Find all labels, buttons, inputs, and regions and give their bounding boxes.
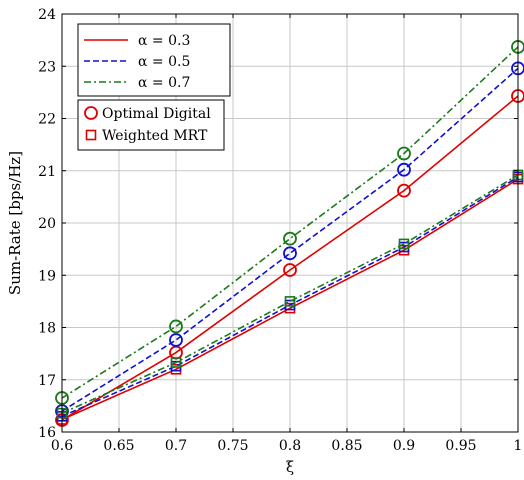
legend-marker-circle <box>84 106 98 120</box>
x-tick-label: 0.75 <box>217 438 248 454</box>
data-point-circle <box>283 231 297 246</box>
data-point-circle <box>169 333 183 347</box>
y-tick-label: 19 <box>38 268 56 284</box>
data-point-square <box>398 238 410 250</box>
series-line <box>61 174 519 414</box>
y-tick-label: 21 <box>38 164 56 180</box>
legend-label: Optimal Digital <box>102 106 211 122</box>
legend-method: Optimal Digital Weighted MRT <box>77 99 225 151</box>
y-tick-label: 18 <box>38 321 56 337</box>
legend-label: Weighted MRT <box>102 128 208 144</box>
y-tick-label: 20 <box>38 216 56 232</box>
series-line <box>61 176 519 418</box>
y-tick-label: 22 <box>38 112 56 128</box>
data-point-circle <box>169 319 183 334</box>
x-tick-label: 0.9 <box>393 438 415 454</box>
series-line <box>61 178 519 421</box>
legend-label: α = 0.3 <box>138 33 190 49</box>
x-tick-label: 0.8 <box>279 438 301 454</box>
legend-label: α = 0.7 <box>138 75 190 91</box>
legend-box <box>77 99 225 151</box>
x-axis-label: ξ <box>286 458 294 476</box>
x-tick-label: 0.85 <box>331 438 362 454</box>
legend-marker-square <box>85 129 97 141</box>
data-point-square <box>284 296 296 307</box>
x-tick-label: 0.6 <box>51 438 73 454</box>
data-point-circle <box>397 183 411 198</box>
x-tick-label: 0.65 <box>103 438 134 454</box>
y-tick-label: 17 <box>38 373 56 389</box>
y-tick-label: 24 <box>38 7 56 23</box>
data-point-circle <box>397 146 411 161</box>
data-point-circle <box>283 263 297 277</box>
series-line <box>61 67 519 412</box>
y-tick-label: 23 <box>38 59 56 75</box>
x-tick-label: 0.95 <box>445 438 476 454</box>
x-tick-label: 1 <box>514 438 523 454</box>
axis-ticks: 0.6 0.65 0.7 0.75 0.8 0.85 0.9 0.95 1 16 17 18 19 20 2… <box>38 7 522 454</box>
x-tick-label: 0.7 <box>165 438 187 454</box>
y-axis-label: Sum-Rate [bps/Hz] <box>6 151 24 295</box>
data-point-circle <box>283 246 297 261</box>
data-point-square <box>170 357 182 368</box>
series-line <box>61 95 519 421</box>
y-tick-label: 16 <box>38 425 56 441</box>
legend-alpha: α = 0.3 α = 0.5 α = 0.7 <box>77 23 231 97</box>
legend-box <box>77 23 231 97</box>
legend-label: α = 0.5 <box>138 54 190 70</box>
data-point-circle <box>397 162 411 177</box>
